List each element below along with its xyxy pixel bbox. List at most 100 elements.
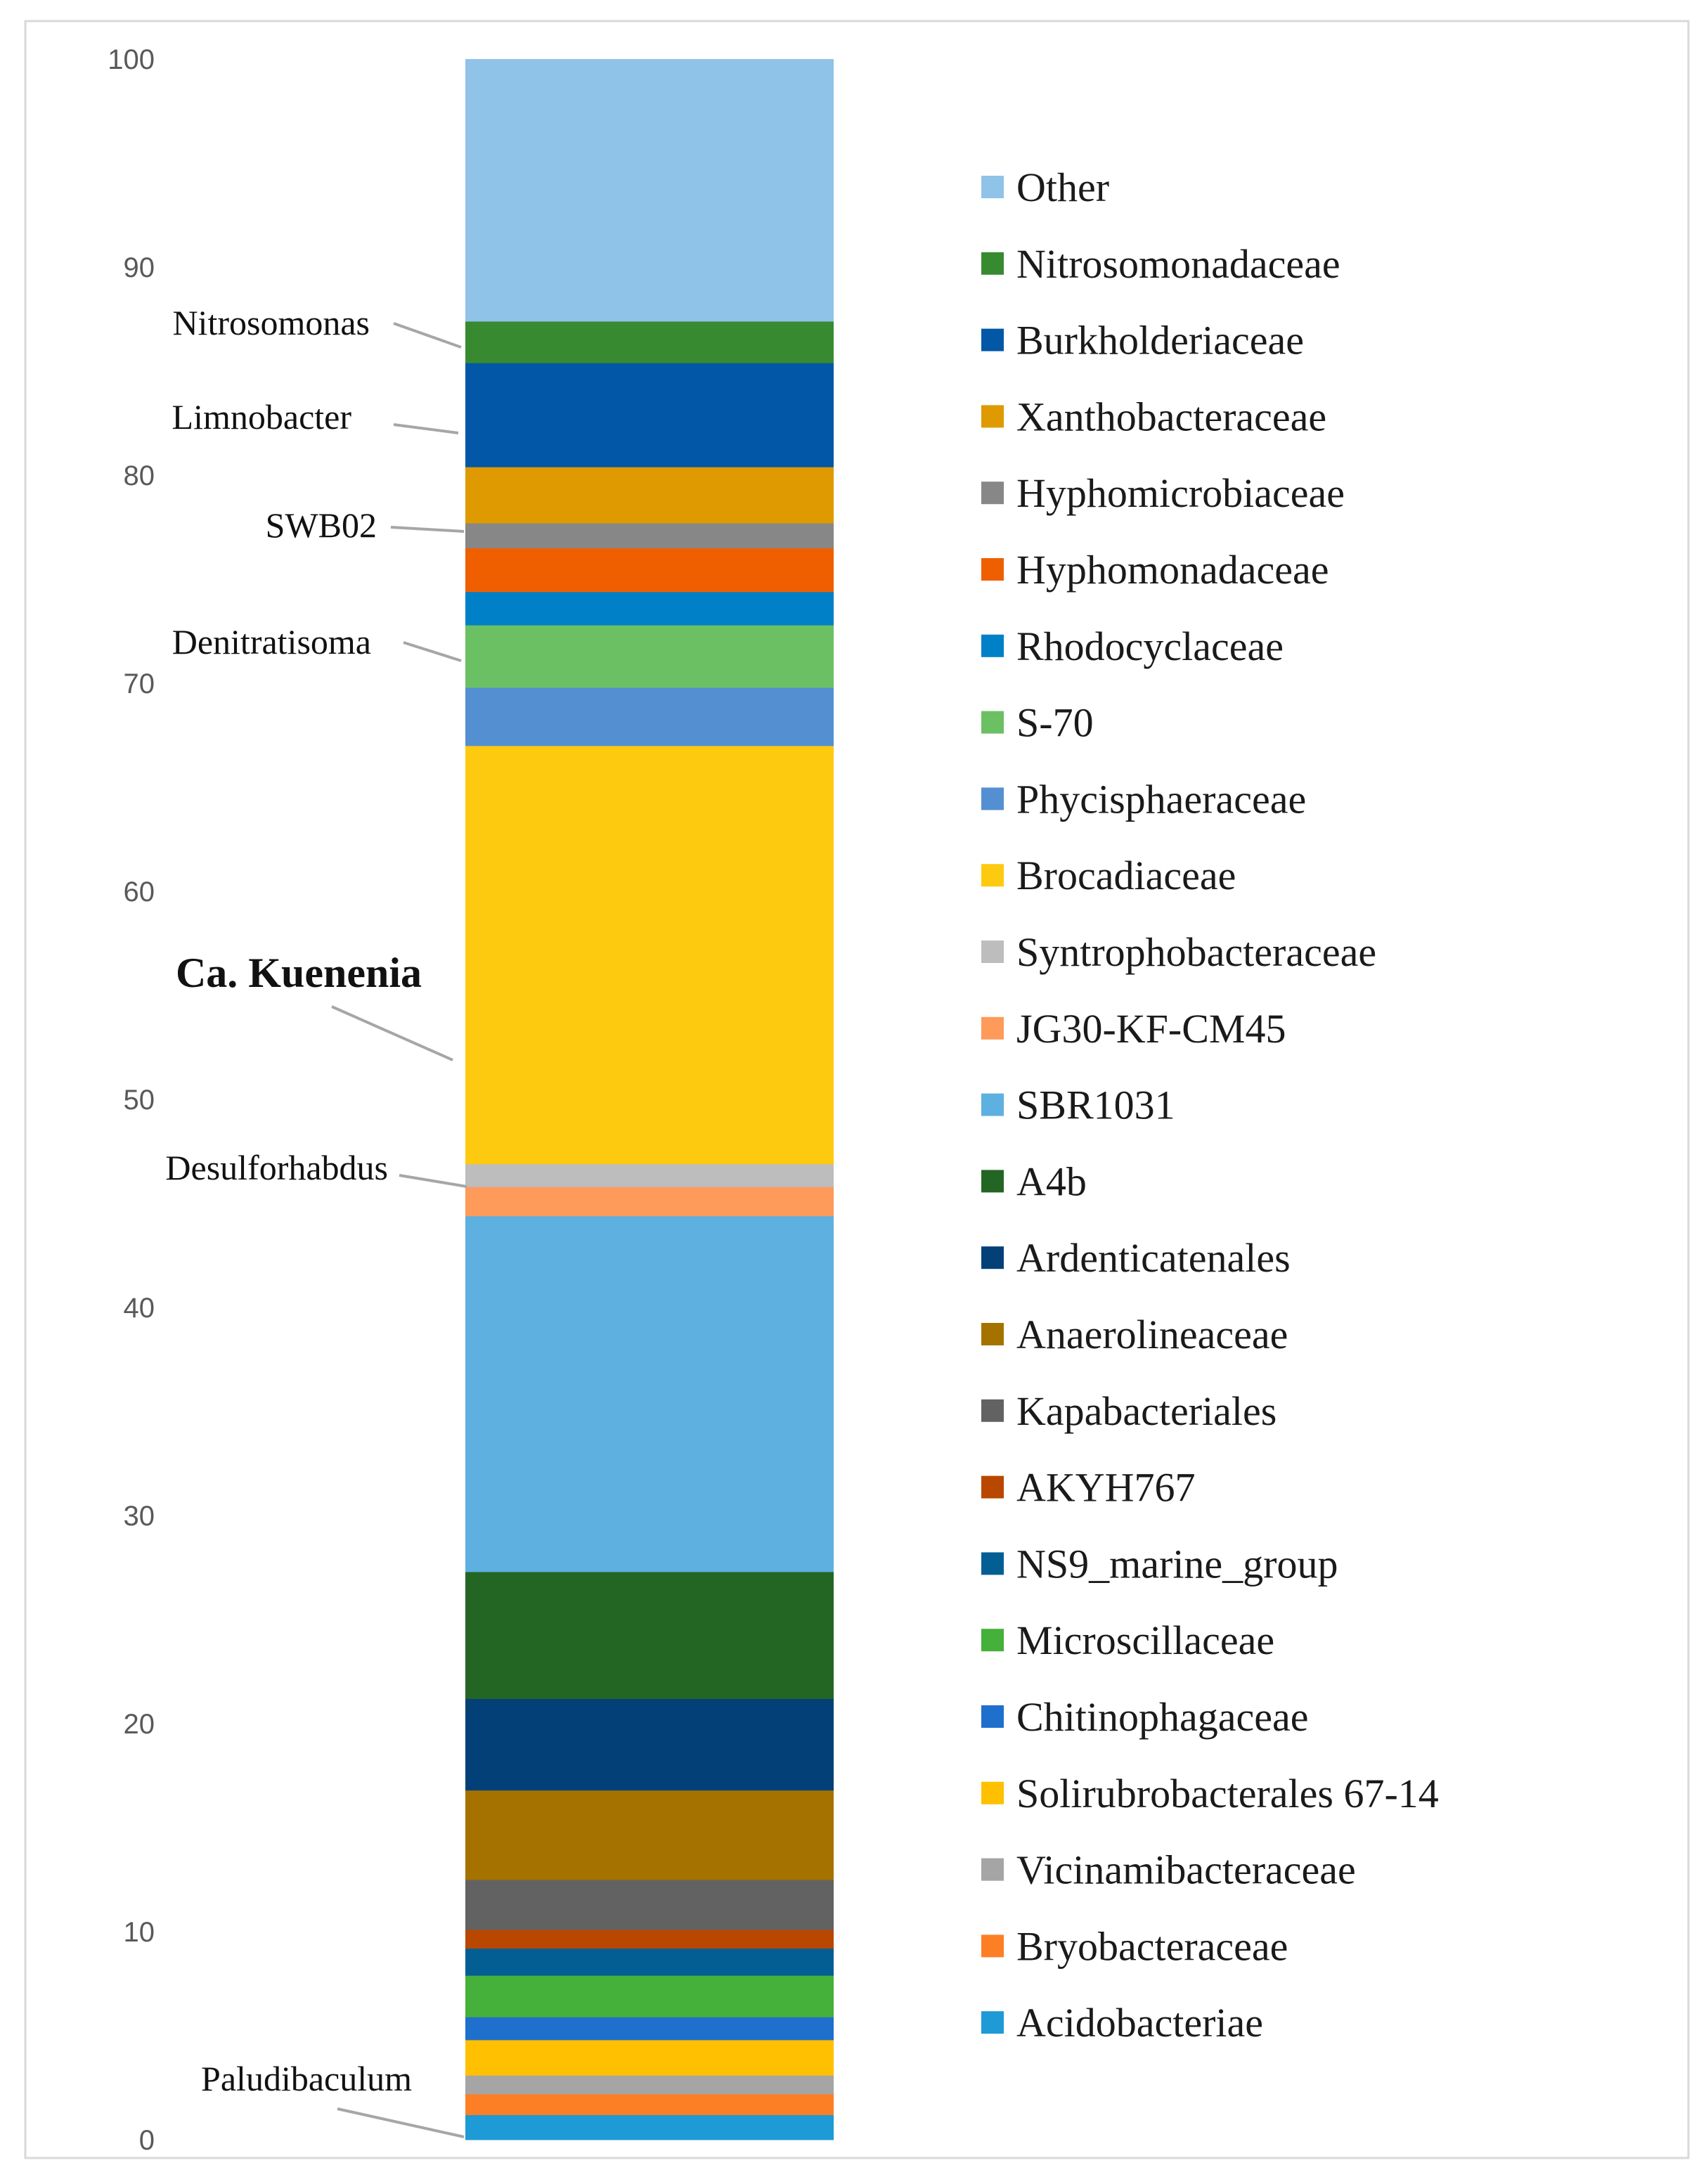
legend-label: Microscillaceae <box>1016 1617 1274 1663</box>
legend-label: SBR1031 <box>1016 1083 1175 1128</box>
legend-label: Nitrosomonadaceae <box>1016 241 1340 287</box>
legend-item: Bryobacteraceae <box>981 1923 1288 1969</box>
legend-item: A4b <box>981 1158 1087 1204</box>
legend-item: Solirubrobacterales 67-14 <box>981 1771 1439 1816</box>
bar-segment-rhodocyclaceae <box>465 591 834 626</box>
bar-segment-jg30-kf-cm45 <box>465 1187 834 1217</box>
legend-swatch <box>981 941 1004 963</box>
legend-label: Solirubrobacterales 67-14 <box>1016 1771 1439 1816</box>
legend-swatch <box>981 1399 1004 1422</box>
legend-item: JG30-KF-CM45 <box>981 1006 1286 1052</box>
annotation-label: SWB02 <box>266 505 377 545</box>
annotation-label: Nitrosomonas <box>172 303 370 342</box>
legend-item: NS9_marine_group <box>981 1541 1338 1587</box>
legend-swatch <box>981 1323 1004 1345</box>
legend-swatch <box>981 2011 1004 2034</box>
bar-segment-xanthobacteraceae <box>465 467 834 524</box>
annotation-leader-line <box>331 1005 453 1061</box>
legend-item: Anaerolineaceae <box>981 1312 1288 1357</box>
legend-item: S-70 <box>981 700 1094 746</box>
legend-item: Chitinophagaceae <box>981 1694 1309 1740</box>
legend-item: Nitrosomonadaceae <box>981 241 1340 287</box>
bar-segment-s-70 <box>465 625 834 688</box>
y-tick-label: 30 <box>124 1501 155 1532</box>
annotation-label: Limnobacter <box>172 397 352 437</box>
bar-segment-nitrosomonadaceae <box>465 321 834 363</box>
y-tick-label: 0 <box>139 2125 155 2156</box>
legend-swatch <box>981 1016 1004 1040</box>
legend-item: AKYH767 <box>981 1465 1196 1511</box>
y-tick-label: 80 <box>124 460 155 491</box>
legend-item: SBR1031 <box>981 1083 1175 1128</box>
annotation: SWB02 <box>266 505 465 545</box>
bar-segment-other <box>465 59 834 322</box>
legend-swatch <box>981 405 1004 428</box>
legend-label: Chitinophagaceae <box>1016 1694 1309 1740</box>
legend-item: Acidobacteriae <box>981 2000 1263 2046</box>
bar-segment-bryobacteraceae <box>465 2093 834 2115</box>
legend-label: Rhodocyclaceae <box>1016 623 1284 669</box>
legend-label: Bryobacteraceae <box>1016 1923 1288 1969</box>
annotation-leader-line <box>393 322 462 349</box>
legend-swatch <box>981 787 1004 810</box>
y-tick-label: 40 <box>124 1293 155 1324</box>
chart-frame <box>24 20 1690 2159</box>
legend-item: Microscillaceae <box>981 1617 1274 1663</box>
bar-segment-syntrophobacteraceae <box>465 1163 834 1187</box>
y-tick-label: 90 <box>124 252 155 283</box>
legend-swatch <box>981 252 1004 275</box>
y-tick-label: 60 <box>124 877 155 907</box>
legend-swatch <box>981 176 1004 198</box>
annotation-leader-line <box>399 1174 467 1188</box>
legend-label: Other <box>1016 164 1109 210</box>
legend-swatch <box>981 1858 1004 1881</box>
annotation: Paludibaculum <box>201 2059 465 2138</box>
bar-segment-solirubrobacterales-67-14 <box>465 2039 834 2076</box>
legend-label: Hyphomicrobiaceae <box>1016 470 1345 516</box>
annotation: Desulforhabdus <box>165 1148 467 1188</box>
legend-label: AKYH767 <box>1016 1465 1196 1511</box>
legend-item: Ardenticatenales <box>981 1235 1291 1281</box>
legend-item: Hyphomonadaceae <box>981 547 1329 593</box>
legend-item: Brocadiaceae <box>981 853 1236 898</box>
legend-label: Xanthobacteraceae <box>1016 394 1326 439</box>
bar-segment-phycisphaeraceae <box>465 687 834 747</box>
legend-item: Phycisphaeraceae <box>981 776 1306 822</box>
legend-item: Kapabacteriales <box>981 1388 1277 1434</box>
bar-segment-ns9-marine-group <box>465 1948 834 1976</box>
bar-segment-microscillaceae <box>465 1975 834 2017</box>
bar-segment-brocadiaceae <box>465 745 834 1165</box>
legend-label: Anaerolineaceae <box>1016 1312 1288 1357</box>
legend-item: Vicinamibacteraceae <box>981 1847 1356 1893</box>
bar-segment-chitinophagaceae <box>465 2017 834 2041</box>
bar-segment-hyphomonadaceae <box>465 548 834 593</box>
legend-swatch <box>981 1629 1004 1652</box>
legend-swatch <box>981 1934 1004 1958</box>
annotation-label: Paludibaculum <box>201 2059 412 2098</box>
legend-label: Vicinamibacteraceae <box>1016 1847 1356 1893</box>
annotation: Nitrosomonas <box>172 303 462 349</box>
bar-segment-hyphomicrobiaceae <box>465 523 834 549</box>
legend-label: Ardenticatenales <box>1016 1235 1291 1281</box>
y-tick-label: 100 <box>108 44 155 75</box>
legend-label: Burkholderiaceae <box>1016 318 1304 363</box>
bar-segment-akyh767 <box>465 1930 834 1949</box>
legend-swatch <box>981 864 1004 887</box>
legend-label: A4b <box>1016 1158 1087 1204</box>
annotation: Ca. Kuenenia <box>176 950 453 1061</box>
y-tick-label: 50 <box>124 1085 155 1116</box>
legend-item: Burkholderiaceae <box>981 318 1304 363</box>
legend-swatch <box>981 711 1004 734</box>
legend-label: Acidobacteriae <box>1016 2000 1263 2046</box>
annotation: Limnobacter <box>172 397 459 437</box>
bar-segment-vicinamibacteraceae <box>465 2075 834 2095</box>
legend-swatch <box>981 1705 1004 1728</box>
bar-segment-acidobacteriae <box>465 2114 834 2140</box>
legend-swatch <box>981 1475 1004 1499</box>
annotation-leader-line <box>390 526 465 533</box>
legend-label: Syntrophobacteraceae <box>1016 929 1376 975</box>
legend-swatch <box>981 1552 1004 1575</box>
legend-label: Brocadiaceae <box>1016 853 1236 898</box>
bar-segment-burkholderiaceae <box>465 363 834 467</box>
